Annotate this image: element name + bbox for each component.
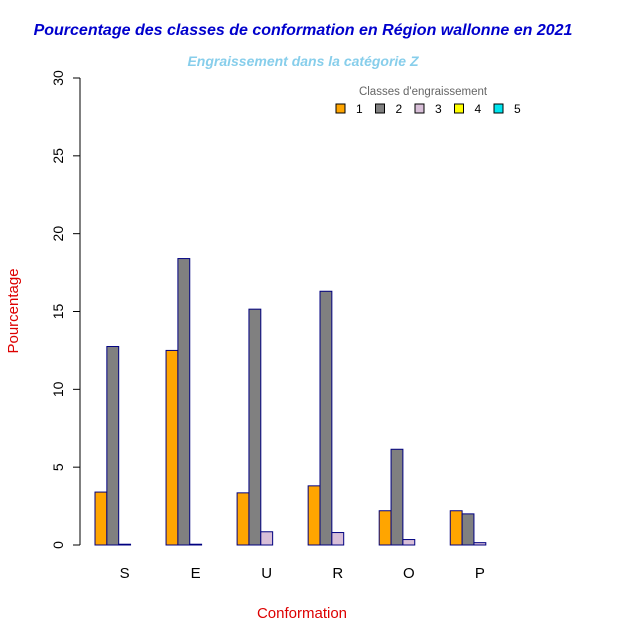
x-tick-label: O <box>403 565 415 582</box>
y-tick-label: 25 <box>50 148 66 164</box>
bar-U-class-2 <box>248 308 262 546</box>
legend-label-4: 4 <box>475 102 482 116</box>
bar-R-class-2 <box>319 290 333 546</box>
bar-U-class-3 <box>260 531 274 546</box>
y-tick-label: 15 <box>50 304 66 320</box>
legend-swatch-5 <box>493 103 504 114</box>
legend-label-3: 3 <box>435 102 442 116</box>
legend-swatch-4 <box>454 103 464 114</box>
bar-S-class-3 <box>118 543 132 546</box>
bar-E-class-2 <box>177 258 191 546</box>
chart-subtitle: Engraissement dans la catégorie Z <box>187 53 419 69</box>
x-tick-label: E <box>191 565 201 582</box>
bar-P-class-3 <box>473 542 487 546</box>
y-axis-label: Pourcentage <box>5 268 22 353</box>
x-tick-label: S <box>120 565 130 582</box>
bar-U-class-1 <box>236 492 250 546</box>
legend-swatch-1 <box>335 103 346 114</box>
y-tick-label: 20 <box>50 226 66 242</box>
legend-swatch-3 <box>414 103 425 114</box>
legend-label-1: 1 <box>356 102 363 116</box>
y-axis: 0 5 10 15 20 25 30 <box>50 70 81 549</box>
y-tick-label: 30 <box>50 70 66 86</box>
bar-group <box>94 258 487 546</box>
x-tick-label: U <box>261 565 272 582</box>
bar-O-class-2 <box>390 448 404 546</box>
x-tick-label: P <box>475 565 485 582</box>
bar-R-class-1 <box>307 485 321 546</box>
bar-O-class-1 <box>378 510 392 546</box>
bar-R-class-3 <box>331 532 345 546</box>
x-axis-label: Conformation <box>257 605 347 622</box>
bar-P-class-1 <box>449 510 463 546</box>
bar-S-class-2 <box>106 346 120 546</box>
legend-label-5: 5 <box>514 102 521 116</box>
y-tick-label: 10 <box>50 381 66 397</box>
y-tick-label: 5 <box>50 463 66 471</box>
x-tick-label: R <box>332 565 343 582</box>
bar-E-class-3 <box>189 543 203 546</box>
legend: Classes d'engraissement 1 2 3 4 5 <box>335 86 521 116</box>
legend-swatch-2 <box>375 103 385 114</box>
chart-title: Pourcentage des classes de conformation … <box>34 22 573 39</box>
bar-E-class-1 <box>165 349 179 546</box>
legend-title: Classes d'engraissement <box>359 86 488 98</box>
legend-label-2: 2 <box>396 102 403 116</box>
bar-O-class-3 <box>402 539 416 546</box>
bar-P-class-2 <box>461 513 475 546</box>
bar-S-class-1 <box>94 491 108 546</box>
y-tick-label: 0 <box>50 541 66 549</box>
